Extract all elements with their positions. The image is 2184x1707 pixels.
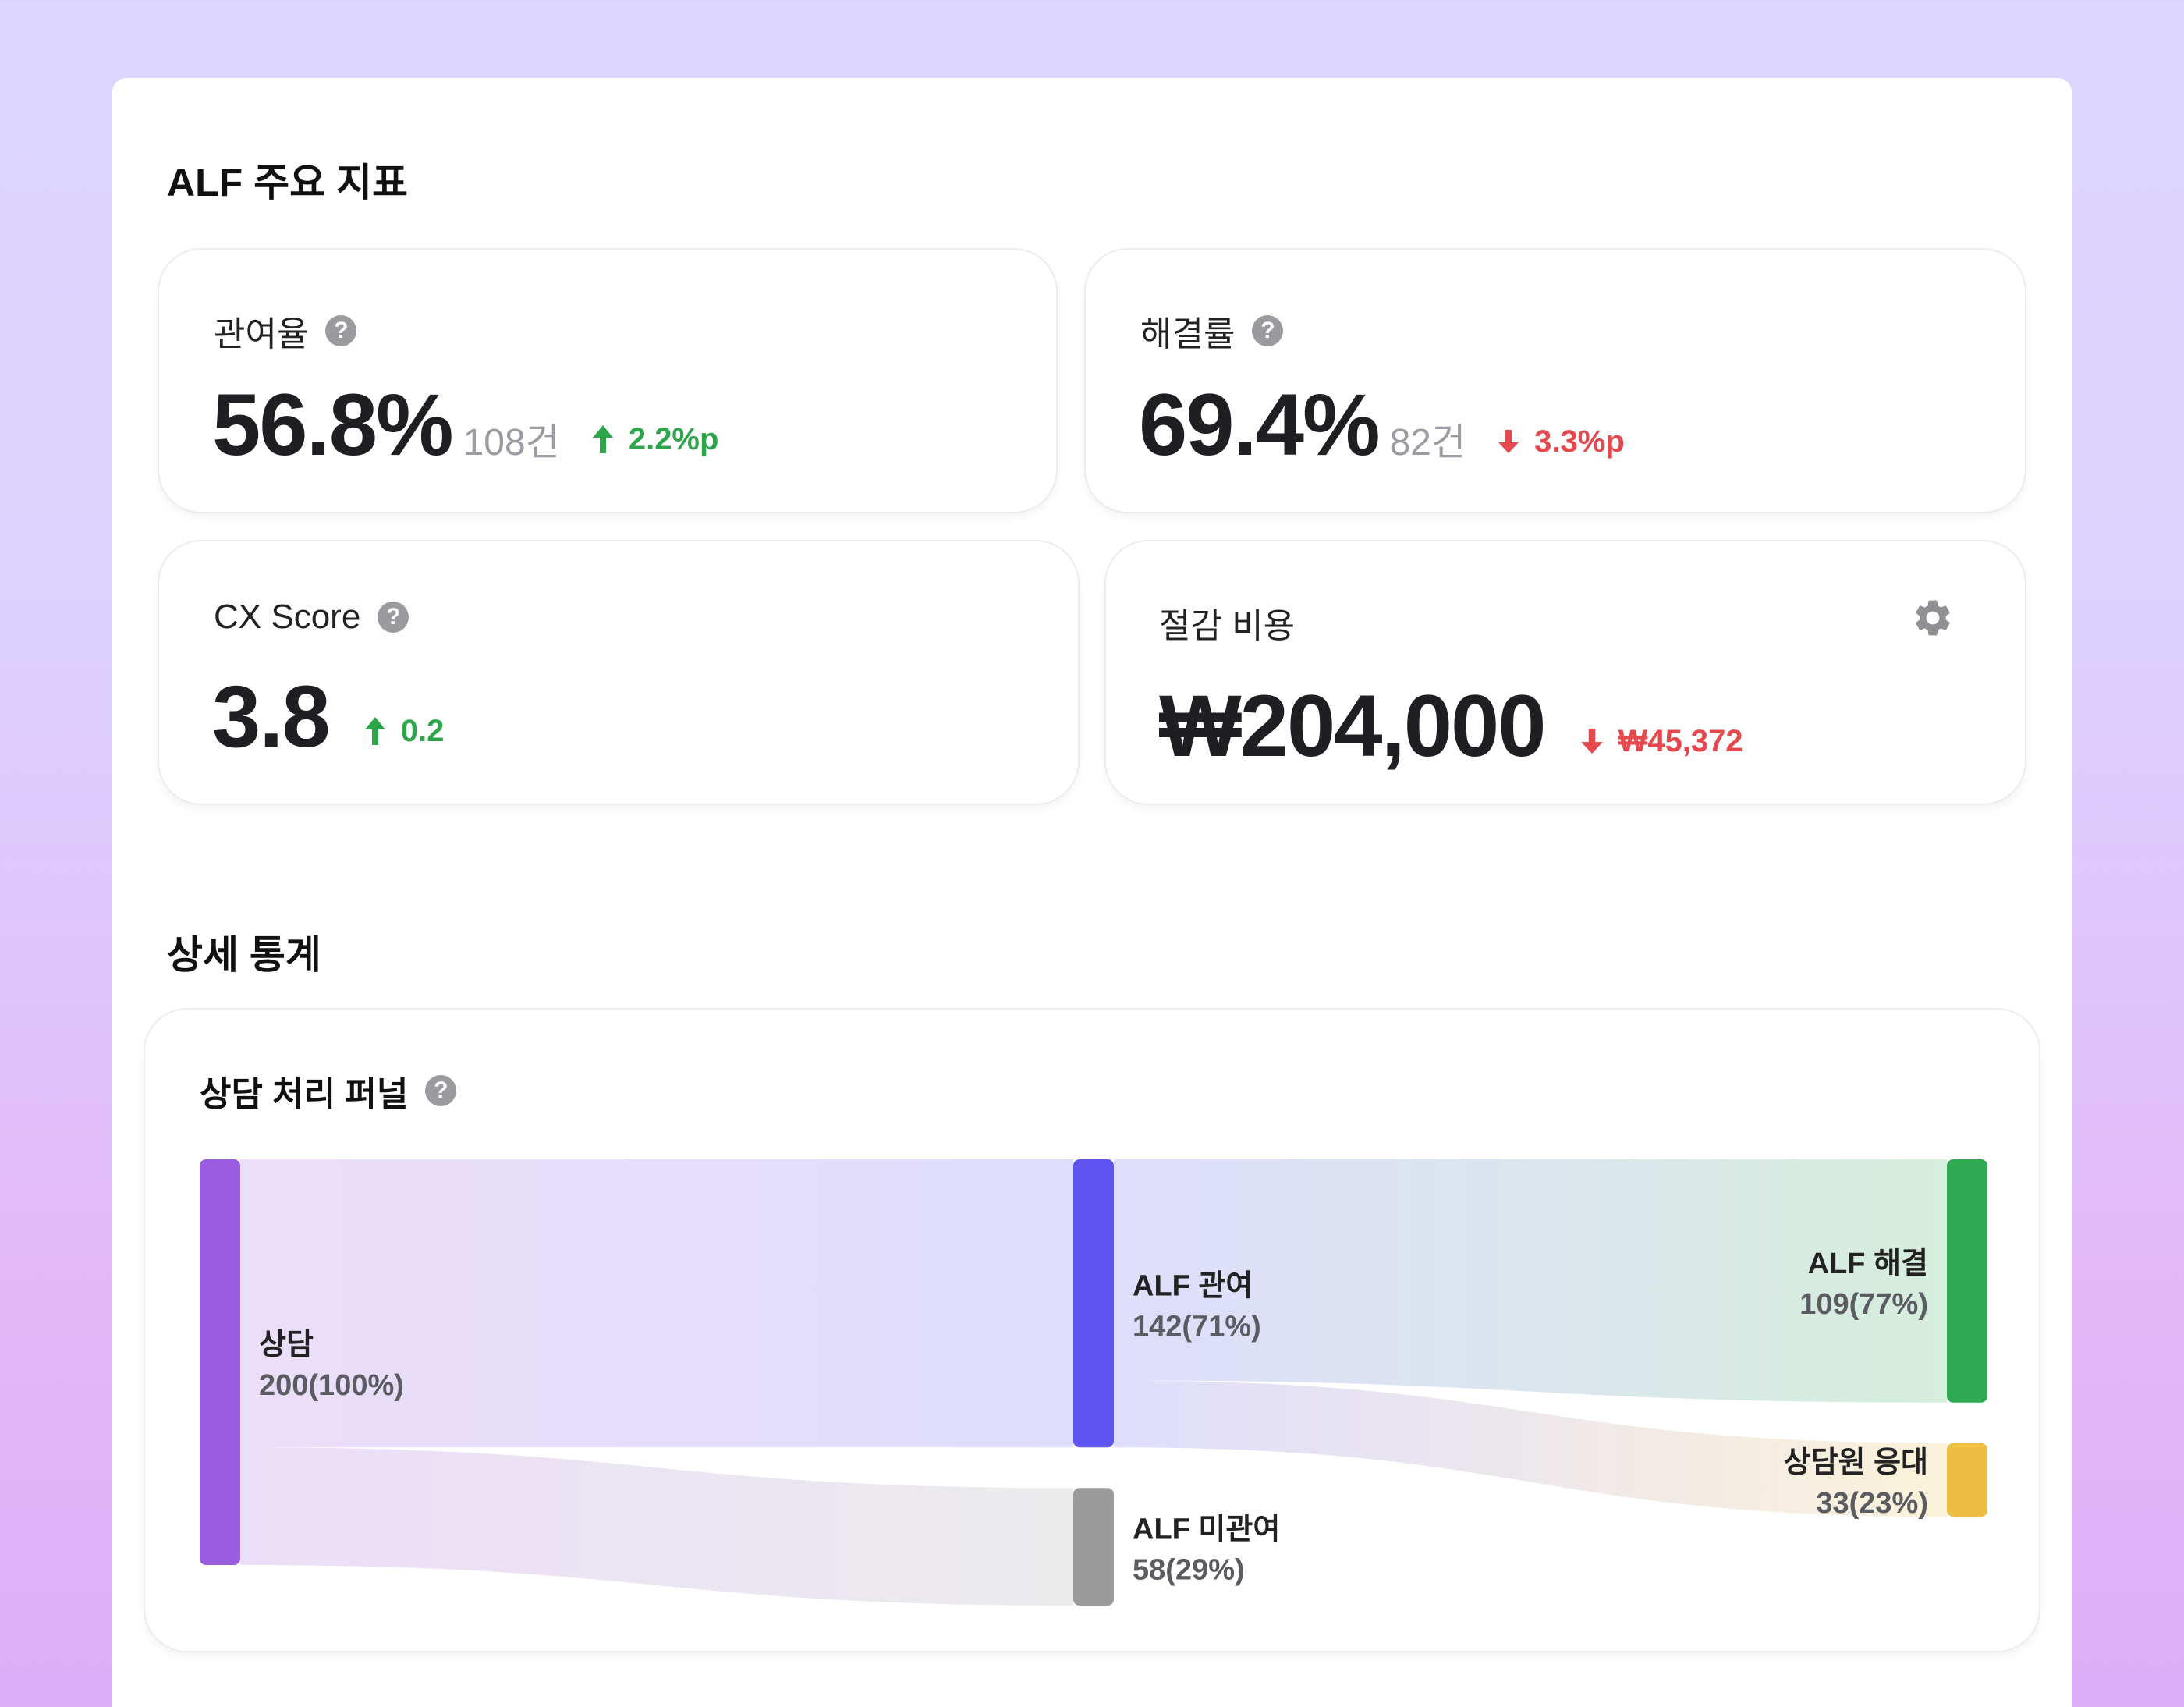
help-icon[interactable]: ?: [378, 602, 410, 633]
funnel-node-name: 상담: [259, 1329, 314, 1361]
metric-value: ₩204,000: [1159, 677, 1547, 775]
help-icon[interactable]: ?: [325, 315, 357, 346]
metric-delta-value: ₩45,372: [1618, 723, 1743, 758]
help-icon[interactable]: ?: [425, 1075, 457, 1106]
arrow-up-icon: [592, 425, 613, 453]
funnel-node-bar[interactable]: [1947, 1443, 1987, 1517]
metric-delta: 0.2: [363, 713, 445, 749]
metric-label-text: 절감 비용: [1159, 607, 1296, 645]
metric-value-row: ₩204,000 ₩45,372: [1159, 676, 1743, 776]
arrow-down-icon: [1498, 430, 1519, 453]
metric-delta-value: 0.2: [400, 713, 445, 748]
detail-section-title: 상세 통계: [167, 933, 321, 977]
metric-delta: 3.3%p: [1497, 424, 1625, 460]
metric-label-text: CX Score: [214, 598, 361, 636]
funnel-link: [240, 1447, 1073, 1606]
metrics-section-title: ALF 주요 지표: [167, 161, 408, 204]
funnel-link: [1114, 1380, 1947, 1517]
metric-delta: ₩45,372: [1580, 724, 1743, 759]
metric-value: 69.4%: [1139, 376, 1381, 474]
funnel-node-name: 상담원 응대: [1784, 1446, 1928, 1479]
funnel-link: [1114, 1159, 1947, 1403]
funnel-node-value: 142(71%): [1133, 1311, 1261, 1343]
funnel-node-value: 200(100%): [259, 1369, 404, 1402]
arrow-down-icon: [1580, 729, 1603, 754]
funnel-node-name: ALF 미관여: [1133, 1514, 1280, 1546]
funnel-node-bar[interactable]: [1073, 1159, 1114, 1448]
funnel-node-name: ALF 관여: [1133, 1270, 1253, 1303]
metric-value: 56.8%: [212, 376, 454, 474]
metric-delta: 2.2%p: [591, 421, 719, 457]
funnel-title-text: 상담 처리 퍼널: [200, 1075, 409, 1113]
funnel-chart: 상담 200(100%) ALF 관여 142(71%) ALF 미관여 58(29%) A…: [200, 1159, 1987, 1606]
funnel-node-bar[interactable]: [1947, 1159, 1987, 1403]
metric-label: 절감 비용: [1159, 598, 1295, 648]
metric-delta-value: 2.2%p: [628, 421, 719, 456]
metric-value-row: 3.8 0.2: [212, 666, 444, 767]
metric-count: 82건: [1389, 422, 1466, 463]
metric-label-text: 관여율: [214, 315, 309, 353]
metric-count: 108건: [463, 422, 560, 463]
arrow-up-icon: [364, 717, 385, 745]
metric-card-cx-score: CX Score ? 3.8 0.2: [158, 540, 1080, 805]
funnel-title: 상담 처리 퍼널 ?: [200, 1066, 457, 1116]
gear-icon[interactable]: [1911, 596, 1955, 640]
metric-card-resolution: 해결률 ? 69.4% 82건 3.3%p: [1084, 248, 2026, 513]
funnel-node-value: 58(29%): [1133, 1554, 1245, 1587]
funnel-node-bar[interactable]: [200, 1159, 240, 1565]
help-icon[interactable]: ?: [1252, 315, 1284, 346]
funnel-card: 상담 처리 퍼널 ? 상담 200(100%) ALF 관여 142(71%) ALF …: [144, 1008, 2040, 1652]
funnel-node-bar[interactable]: [1073, 1488, 1114, 1606]
metric-card-cost-saving: 절감 비용 ₩204,000 ₩45,372: [1104, 540, 2026, 805]
funnel-node-value: 33(23%): [1816, 1487, 1928, 1520]
funnel-link: [240, 1159, 1073, 1448]
funnel-node-value: 109(77%): [1799, 1288, 1928, 1321]
metric-label: CX Score ?: [214, 598, 410, 637]
metric-card-engagement: 관여율 ? 56.8% 108건 2.2%p: [158, 248, 1058, 513]
funnel-node-name: ALF 해결: [1808, 1247, 1928, 1280]
metric-value-row: 56.8% 108건 2.2%p: [212, 374, 718, 475]
metric-value-row: 69.4% 82건 3.3%p: [1139, 374, 1625, 475]
metric-label: 해결률 ?: [1140, 306, 1284, 356]
metric-value: 3.8: [212, 668, 331, 765]
metric-label: 관여율 ?: [214, 306, 357, 356]
metric-label-text: 해결률: [1140, 315, 1236, 353]
metric-delta-value: 3.3%p: [1534, 424, 1625, 459]
